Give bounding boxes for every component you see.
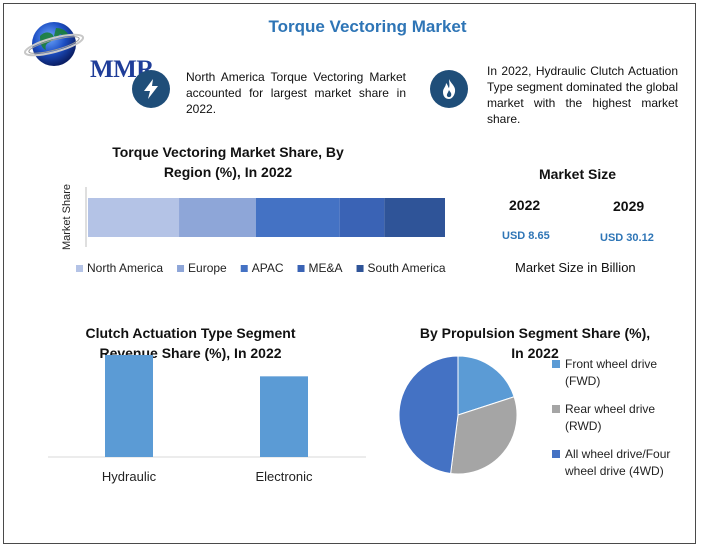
legend-label: ME&A <box>309 261 343 275</box>
legend-swatch <box>552 360 560 368</box>
infographic-frame <box>3 3 696 544</box>
region-chart-title: Torque Vectoring Market Share, By Region… <box>112 144 344 180</box>
legend-swatch <box>552 405 560 413</box>
pie-legend-item-awd: All wheel drive/Four wheel drive (4WD) <box>552 446 682 480</box>
market-size-value-2029: USD 30.12 <box>600 232 654 244</box>
legend-label: Rear wheel drive (RWD) <box>565 402 656 433</box>
legend-label: Europe <box>188 261 227 275</box>
fact-north-america: North America Torque Vectoring Market ac… <box>186 70 406 116</box>
market-size-value-2022: USD 8.65 <box>502 230 550 242</box>
mmr-logo: MMR <box>23 14 154 84</box>
bar-hydraulic <box>105 355 153 457</box>
legend-swatch <box>177 265 185 272</box>
page-title: Torque Vectoring Market <box>268 17 467 36</box>
bar-segment-europe <box>179 198 256 237</box>
legend-label: APAC <box>252 261 284 275</box>
bar-segment-me-a <box>339 198 385 237</box>
x-tick-label: Hydraulic <box>102 469 157 484</box>
legend-swatch <box>356 265 364 272</box>
legend-label: Front wheel drive (FWD) <box>565 357 658 388</box>
bar-electronic <box>260 376 308 457</box>
legend-label: All wheel drive/Four wheel drive (4WD) <box>565 447 671 478</box>
pie-legend-item-rwd: Rear wheel drive (RWD) <box>552 401 682 435</box>
legend-swatch <box>76 265 83 272</box>
pie-legend-item-fwd: Front wheel drive (FWD) <box>552 356 682 390</box>
pie-slice-0 <box>457 355 515 416</box>
legend-label: North America <box>87 261 163 275</box>
lightning-icon <box>144 79 158 99</box>
legend-swatch <box>552 450 560 458</box>
flame-icon <box>443 79 456 99</box>
propulsion-chart-title: By Propulsion Segment Share (%), In 2022 <box>419 325 651 361</box>
propulsion-pie-chart <box>398 355 518 475</box>
legend-label: South America <box>368 261 446 275</box>
legend-swatch <box>240 265 248 272</box>
clutch-chart-title: Clutch Actuation Type Segment Revenue Sh… <box>85 325 296 361</box>
clutch-bar-chart: Hydraulic Electronic <box>48 355 366 484</box>
fact-lightning-badge <box>132 70 170 108</box>
fact-hydraulic: In 2022, Hydraulic Clutch Actuation Type… <box>487 64 678 126</box>
y-axis-label: Market Share <box>61 184 73 250</box>
market-size-year-2022: 2022 <box>509 197 541 213</box>
region-stacked-bar-chart: Market Share North America Europe APAC ME&A S… <box>61 184 446 275</box>
pie-legend: Front wheel drive (FWD) Rear wheel drive… <box>552 356 682 491</box>
market-size-year-2029: 2029 <box>613 198 645 214</box>
market-size-title: Market Size <box>538 166 617 182</box>
x-tick-label: Electronic <box>255 469 313 484</box>
pie-slice-2 <box>398 355 459 475</box>
bar-segment-apac <box>255 198 340 237</box>
legend-swatch <box>297 265 305 272</box>
market-size-unit-note: Market Size in Billion <box>515 260 636 275</box>
pie-slice-1 <box>450 396 518 475</box>
fact-flame-badge <box>430 70 468 108</box>
globe-icon <box>23 22 85 66</box>
bar-segment-south-america <box>384 198 445 237</box>
bar-segment-north-america <box>88 198 180 237</box>
